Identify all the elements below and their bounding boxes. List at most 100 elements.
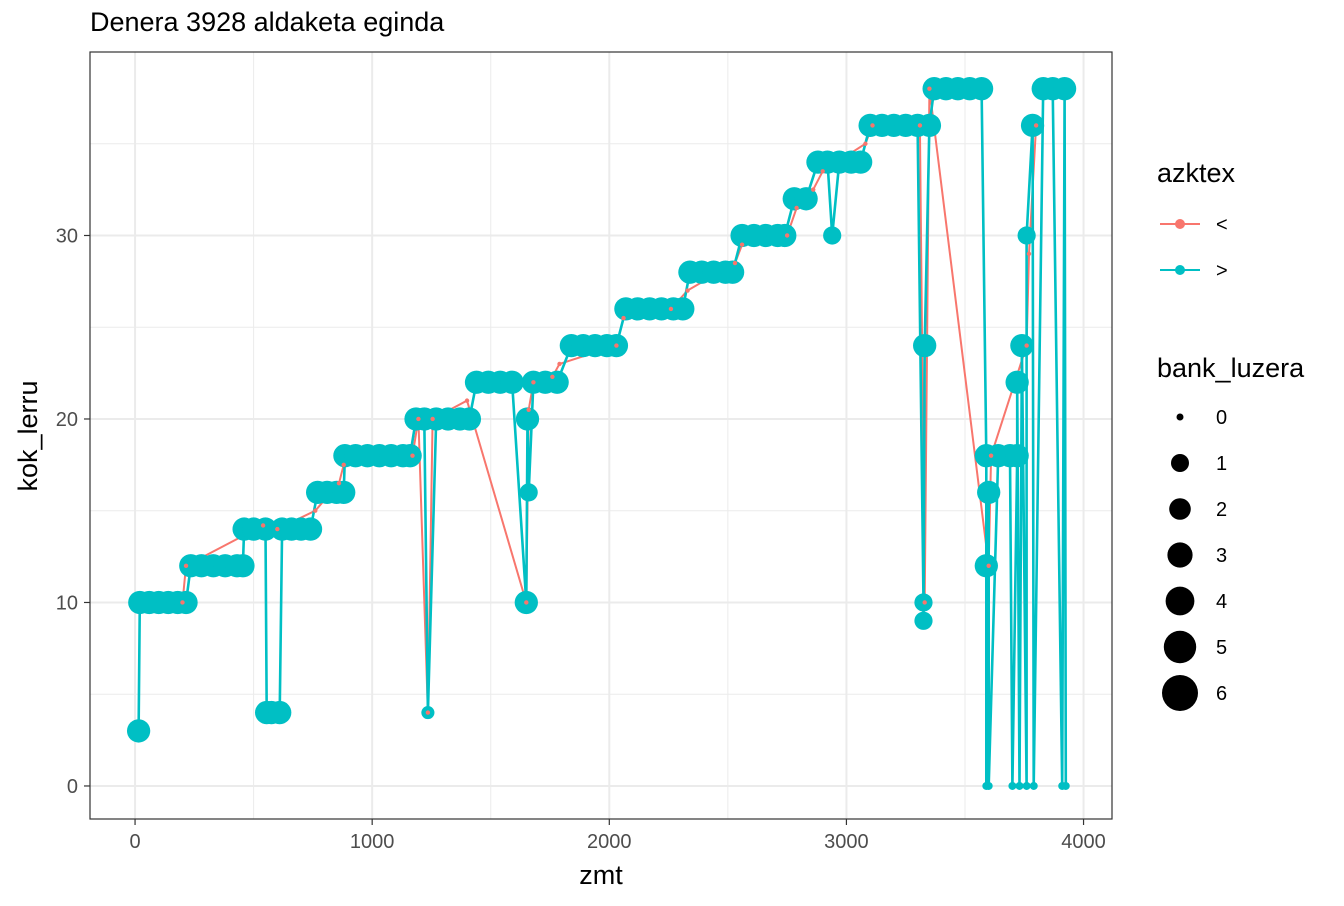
data-point <box>268 700 292 725</box>
legend-bank-luzera-label: 0 <box>1216 407 1227 429</box>
y-axis-title: kok_lerru <box>13 380 43 491</box>
data-point <box>341 462 346 468</box>
data-point <box>231 554 255 578</box>
data-point <box>126 719 151 743</box>
data-point <box>1026 251 1032 257</box>
series-points <box>126 77 1077 790</box>
data-point <box>974 554 998 578</box>
y-tick-label: 20 <box>56 409 78 431</box>
legend-bank-luzera: bank_luzera 0 1 2 3 4 5 6 <box>1157 353 1305 711</box>
major-gridlines <box>90 52 1112 819</box>
data-point <box>557 361 562 367</box>
data-point <box>988 453 994 458</box>
data-point <box>986 563 991 568</box>
data-point <box>1017 226 1036 245</box>
data-point <box>1008 781 1017 790</box>
data-point <box>794 205 799 211</box>
data-point <box>332 480 356 505</box>
data-point <box>1052 77 1077 101</box>
data-point <box>275 526 280 532</box>
data-point <box>550 374 555 379</box>
data-point <box>425 710 431 715</box>
y-tick-label: 0 <box>67 776 78 798</box>
data-point <box>820 169 825 174</box>
data-point <box>671 297 695 321</box>
data-point <box>515 407 540 431</box>
legend-bank-luzera-label: 4 <box>1216 591 1227 613</box>
data-point <box>1029 781 1038 790</box>
data-point <box>313 508 318 513</box>
data-point <box>180 600 185 605</box>
legend-bank-luzera-label: 5 <box>1216 637 1227 659</box>
legend-size-key <box>1176 413 1184 421</box>
data-point <box>773 223 797 248</box>
data-point <box>823 226 842 245</box>
data-point <box>1061 781 1070 790</box>
data-point <box>1005 370 1029 394</box>
data-point <box>457 407 482 431</box>
data-point <box>977 480 1001 505</box>
x-tick-label: 2000 <box>587 831 632 853</box>
legend-azktex-label: < <box>1216 214 1228 236</box>
data-point <box>614 343 619 348</box>
data-point <box>183 563 189 568</box>
x-tick-label: 3000 <box>824 831 869 853</box>
data-point <box>253 517 278 541</box>
data-point <box>917 113 942 138</box>
y-tick-label: 10 <box>56 592 78 614</box>
data-point <box>984 781 993 790</box>
data-point <box>524 600 529 605</box>
data-point <box>969 77 994 101</box>
data-point <box>531 380 536 385</box>
data-point <box>1005 444 1029 468</box>
legend-bank-luzera-label: 1 <box>1216 453 1227 475</box>
legend-key-point <box>1175 265 1185 275</box>
data-point <box>260 523 266 528</box>
y-tick-label: 30 <box>56 225 78 247</box>
data-point <box>416 416 421 422</box>
data-point <box>621 315 626 321</box>
data-point <box>739 242 745 247</box>
data-point <box>922 600 927 605</box>
data-point <box>914 611 933 630</box>
data-point <box>500 370 524 394</box>
legend-size-key <box>1163 630 1197 664</box>
y-axis: 0 10 20 30 <box>56 225 90 798</box>
legend-bank-luzera-label: 3 <box>1216 545 1227 567</box>
legend-size-key <box>1169 498 1191 520</box>
plot-panel <box>89 51 1113 820</box>
data-point <box>298 517 323 541</box>
legend-size-key <box>1171 454 1189 472</box>
x-tick-label: 4000 <box>1061 831 1106 853</box>
legend-bank-luzera-label: 6 <box>1216 683 1227 705</box>
panel-border <box>89 51 1113 820</box>
data-point <box>1022 781 1031 790</box>
data-point <box>1024 343 1029 348</box>
data-point <box>668 306 674 312</box>
legend-azktex-label: > <box>1216 260 1228 282</box>
data-point <box>398 444 422 468</box>
legend-size-key <box>1165 586 1195 616</box>
x-tick-label: 1000 <box>350 831 395 853</box>
data-point <box>811 187 816 192</box>
data-point <box>410 453 415 458</box>
data-point <box>1015 781 1024 790</box>
legend-size-key <box>1162 675 1198 711</box>
data-point <box>848 150 873 174</box>
data-point <box>430 416 435 422</box>
legend-size-key <box>1167 542 1193 568</box>
data-point <box>464 398 470 403</box>
legend-key-point <box>1175 219 1185 229</box>
data-point <box>685 288 690 293</box>
data-point <box>720 260 745 284</box>
data-point <box>784 233 790 238</box>
data-point <box>913 333 937 358</box>
data-point <box>526 407 531 413</box>
data-point <box>794 187 818 211</box>
legend-bank-luzera-label: 2 <box>1216 499 1227 521</box>
data-point <box>870 123 875 128</box>
data-point <box>863 141 868 146</box>
data-point <box>927 86 932 91</box>
data-point <box>917 123 923 128</box>
